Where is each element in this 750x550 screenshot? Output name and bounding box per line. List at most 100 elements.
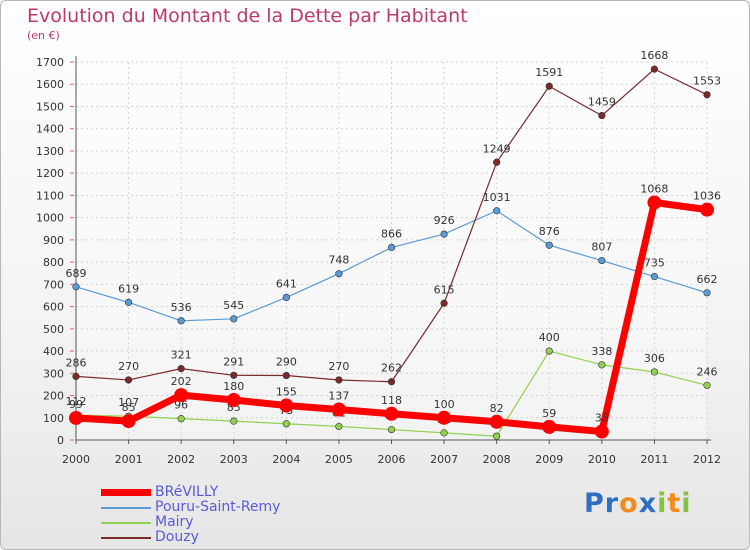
x-tick-label: 2001 (115, 453, 143, 466)
x-tick-label: 2012 (693, 453, 721, 466)
data-label: 59 (542, 407, 556, 420)
data-label: 536 (171, 301, 192, 314)
data-label: 85 (122, 401, 136, 414)
data-point (124, 376, 133, 384)
y-tick-label: 100 (43, 412, 64, 425)
data-point (598, 111, 606, 120)
data-label: 338 (591, 345, 612, 358)
data-point (226, 392, 241, 407)
data-point (279, 398, 294, 413)
data-label: 118 (381, 394, 402, 407)
data-label: 155 (276, 386, 297, 399)
data-point (335, 376, 343, 384)
x-tick-label: 2006 (378, 453, 406, 466)
data-label: 400 (539, 331, 560, 344)
y-tick-label: 1400 (36, 123, 64, 136)
data-label: 926 (434, 214, 455, 227)
data-point (440, 230, 448, 238)
data-point (650, 65, 659, 73)
logo-letter: r (604, 488, 620, 519)
data-point (335, 270, 343, 278)
data-point (545, 241, 553, 249)
data-point (121, 414, 136, 429)
data-point (177, 415, 185, 423)
data-point (177, 365, 185, 373)
data-point (703, 381, 711, 389)
data-point (282, 293, 290, 302)
legend-label: Mairy (155, 514, 194, 530)
data-label: 270 (118, 360, 139, 373)
data-label: 286 (66, 356, 87, 369)
data-label: 748 (328, 254, 349, 267)
data-label: 641 (276, 277, 297, 290)
data-label: 290 (276, 356, 297, 369)
data-point (331, 402, 346, 417)
logo-letter: t (667, 488, 682, 519)
data-label: 262 (381, 362, 402, 375)
data-label: 246 (697, 365, 718, 378)
data-point (387, 243, 396, 252)
proxiti-logo: Proxiti (584, 488, 692, 519)
data-point (387, 425, 396, 434)
data-point (598, 361, 606, 369)
x-tick-label: 2000 (62, 453, 90, 466)
data-point (493, 158, 501, 166)
data-label: 38 (595, 412, 609, 425)
data-label: 615 (434, 283, 455, 296)
data-point (650, 272, 659, 281)
logo-letter: x (638, 488, 658, 519)
data-point (545, 347, 553, 355)
series-br-villy: 99 85 202 180 155 137 118 100 82 59 38 1068 1036 (69, 183, 721, 439)
x-tick-label: 2002 (167, 453, 195, 466)
x-tick-label: 2008 (483, 453, 511, 466)
data-label: 202 (171, 375, 192, 388)
data-label: 291 (223, 355, 244, 368)
data-point (489, 414, 504, 429)
data-label: 96 (174, 399, 188, 412)
legend-label: BRéVILLY (155, 484, 219, 500)
logo-letter: i (681, 488, 692, 519)
y-tick-label: 200 (43, 390, 64, 403)
y-tick-label: 700 (43, 278, 64, 291)
data-point (230, 315, 238, 323)
data-label: 1031 (483, 191, 511, 204)
y-tick-label: 300 (43, 367, 64, 380)
legend-swatch (101, 489, 151, 496)
data-point (440, 299, 448, 307)
data-label: 1249 (483, 142, 511, 155)
series-douzy: 286 270 321 291 290 270 262 615 1249 1591 1459 1668… (66, 49, 721, 386)
data-point (230, 371, 238, 379)
y-tick-label: 500 (43, 323, 64, 336)
logo-letter: i (657, 488, 668, 519)
legend-swatch (101, 537, 151, 539)
series-pouru-saint-remy: 689 619 536 545 641 748 866 926 1031 876 807 735 662 (66, 191, 718, 325)
data-label: 689 (66, 267, 87, 280)
y-tick-label: 1600 (36, 78, 64, 91)
y-tick-label: 800 (43, 256, 64, 269)
data-label: 619 (118, 282, 139, 295)
data-label: 1068 (640, 183, 668, 196)
y-tick-label: 1700 (36, 56, 64, 69)
data-label: 1553 (693, 75, 721, 88)
data-label: 735 (644, 257, 665, 270)
x-tick-label: 2009 (535, 453, 563, 466)
y-tick-label: 600 (43, 301, 64, 314)
data-point (647, 195, 662, 210)
data-point (440, 429, 448, 437)
data-point (72, 372, 80, 381)
data-label: 270 (328, 360, 349, 373)
x-tick-label: 2011 (640, 453, 668, 466)
data-point (493, 432, 501, 440)
data-label: 1036 (693, 190, 721, 203)
data-label: 180 (223, 380, 244, 393)
data-point (700, 202, 714, 217)
data-label: 1668 (640, 49, 668, 62)
data-point (598, 256, 606, 265)
data-label: 107 (118, 396, 139, 409)
data-point (703, 289, 711, 297)
data-label: 876 (539, 225, 560, 238)
data-point (650, 368, 659, 376)
data-point (174, 388, 189, 403)
logo-letter: o (619, 488, 639, 519)
